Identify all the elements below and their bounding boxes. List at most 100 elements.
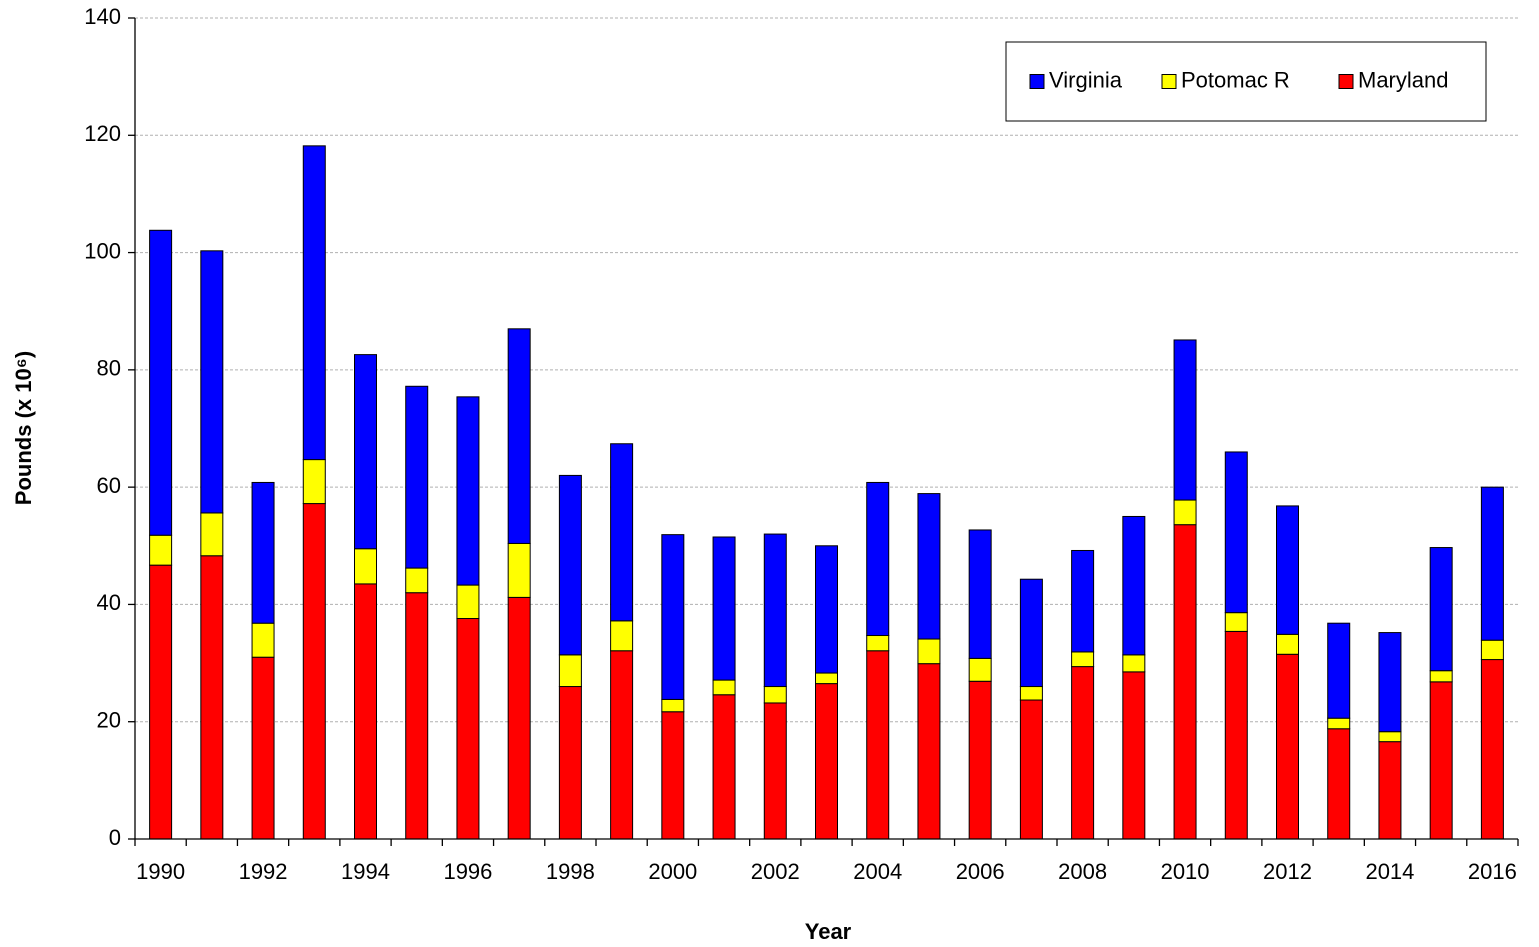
y-tick-label: 100 [84, 238, 121, 263]
bar-segment [1173, 524, 1197, 840]
bar-segment [661, 698, 685, 713]
bar-segment [1480, 639, 1504, 661]
bar-segment [302, 459, 326, 505]
bar-segment [507, 542, 531, 598]
bar-segment [302, 503, 326, 840]
bar-segment [354, 548, 377, 585]
bar-segment [815, 672, 838, 685]
bar-segment [763, 533, 787, 688]
bar-segment [1071, 651, 1095, 668]
bar-segment [763, 702, 787, 840]
legend-label: Maryland [1358, 67, 1448, 92]
x-tick-label: 2002 [751, 859, 800, 884]
x-tick-label: 2010 [1161, 859, 1210, 884]
bar-segment [354, 354, 377, 550]
y-axis-label: Pounds (x 10⁶) [11, 351, 36, 505]
bar-segment [661, 534, 685, 700]
bar-segment [558, 686, 582, 840]
bar-segment [1480, 486, 1504, 641]
bar-segment [1327, 717, 1351, 730]
bar-segment [1224, 630, 1248, 840]
bar-segment [917, 638, 941, 665]
bar-segment [917, 493, 941, 640]
bar-segment [302, 145, 326, 461]
bar-segment [456, 396, 480, 586]
bar-segment [456, 584, 480, 620]
bar-segment [1224, 612, 1248, 632]
bar-segment [507, 328, 531, 544]
bar-segment [354, 583, 377, 840]
bar-segment [1429, 547, 1453, 672]
bar-segment [1122, 515, 1146, 656]
bar-segment [866, 635, 890, 652]
legend-swatch [1029, 74, 1045, 89]
bar-segment [968, 680, 992, 840]
x-axis-label: Year [805, 919, 852, 944]
legend-swatch [1338, 74, 1354, 89]
bar-segment [1429, 670, 1453, 683]
bar-segment [866, 650, 890, 840]
bar-segment [712, 694, 736, 840]
legend-swatch [1161, 74, 1177, 89]
bar-segment [661, 711, 685, 840]
y-tick-label: 20 [97, 708, 121, 733]
bar-segment [1224, 451, 1248, 614]
x-tick-label: 1990 [136, 859, 185, 884]
x-tick-label: 2014 [1365, 859, 1414, 884]
x-tick-label: 2006 [956, 859, 1005, 884]
bar-segment [558, 474, 582, 656]
bar-segment [968, 657, 992, 682]
bar-segment [1122, 654, 1146, 673]
x-tick-label: 2012 [1263, 859, 1312, 884]
bar-segment [763, 686, 787, 704]
bar-segment [405, 592, 429, 840]
bar-segment [149, 229, 173, 536]
bar-segment [1071, 549, 1095, 653]
bar-segment [1327, 728, 1351, 840]
bar-segment [1276, 633, 1299, 655]
bar-segment [1429, 681, 1453, 840]
bar-segment [1173, 339, 1197, 501]
bar-segment [610, 620, 634, 652]
y-tick-label: 60 [97, 473, 121, 498]
bar-segment [1019, 578, 1043, 688]
bar-segment [149, 534, 173, 566]
bar-segment [610, 650, 634, 840]
x-tick-label: 1996 [443, 859, 492, 884]
bar-segment [1327, 622, 1351, 719]
legend-label: Virginia [1049, 67, 1123, 92]
bar-segment [1122, 671, 1146, 840]
y-tick-label: 140 [84, 4, 121, 29]
legend-label: Potomac R [1181, 67, 1290, 92]
x-tick-label: 2000 [648, 859, 697, 884]
bar-segment [149, 564, 173, 840]
bar-segment [507, 596, 531, 840]
bar-segment [1378, 632, 1402, 733]
bar-segment [200, 250, 224, 514]
bar-segment [712, 679, 736, 696]
bar-segment [1071, 666, 1095, 840]
bar-segment [251, 622, 275, 658]
bar-segment [1019, 699, 1043, 840]
bar-segment [456, 618, 480, 840]
y-tick-label: 120 [84, 121, 121, 146]
bar-segment [251, 481, 275, 624]
bar-segment [1276, 653, 1299, 840]
bar-segment [200, 555, 224, 840]
y-tick-label: 40 [97, 590, 121, 615]
bar-segment [558, 654, 582, 688]
bar-segment [1378, 741, 1402, 840]
bar-segment [200, 512, 224, 557]
y-tick-label: 0 [109, 825, 121, 850]
legend-box [1005, 41, 1487, 122]
x-tick-label: 1992 [239, 859, 288, 884]
bar-segment [1173, 499, 1197, 526]
bar-segment [405, 385, 429, 569]
bar-segment [1019, 686, 1043, 701]
bar-segment [1480, 659, 1504, 840]
x-tick-label: 1998 [546, 859, 595, 884]
bar-segment [1378, 731, 1402, 743]
x-tick-label: 2004 [853, 859, 902, 884]
bar-segment [251, 656, 275, 840]
